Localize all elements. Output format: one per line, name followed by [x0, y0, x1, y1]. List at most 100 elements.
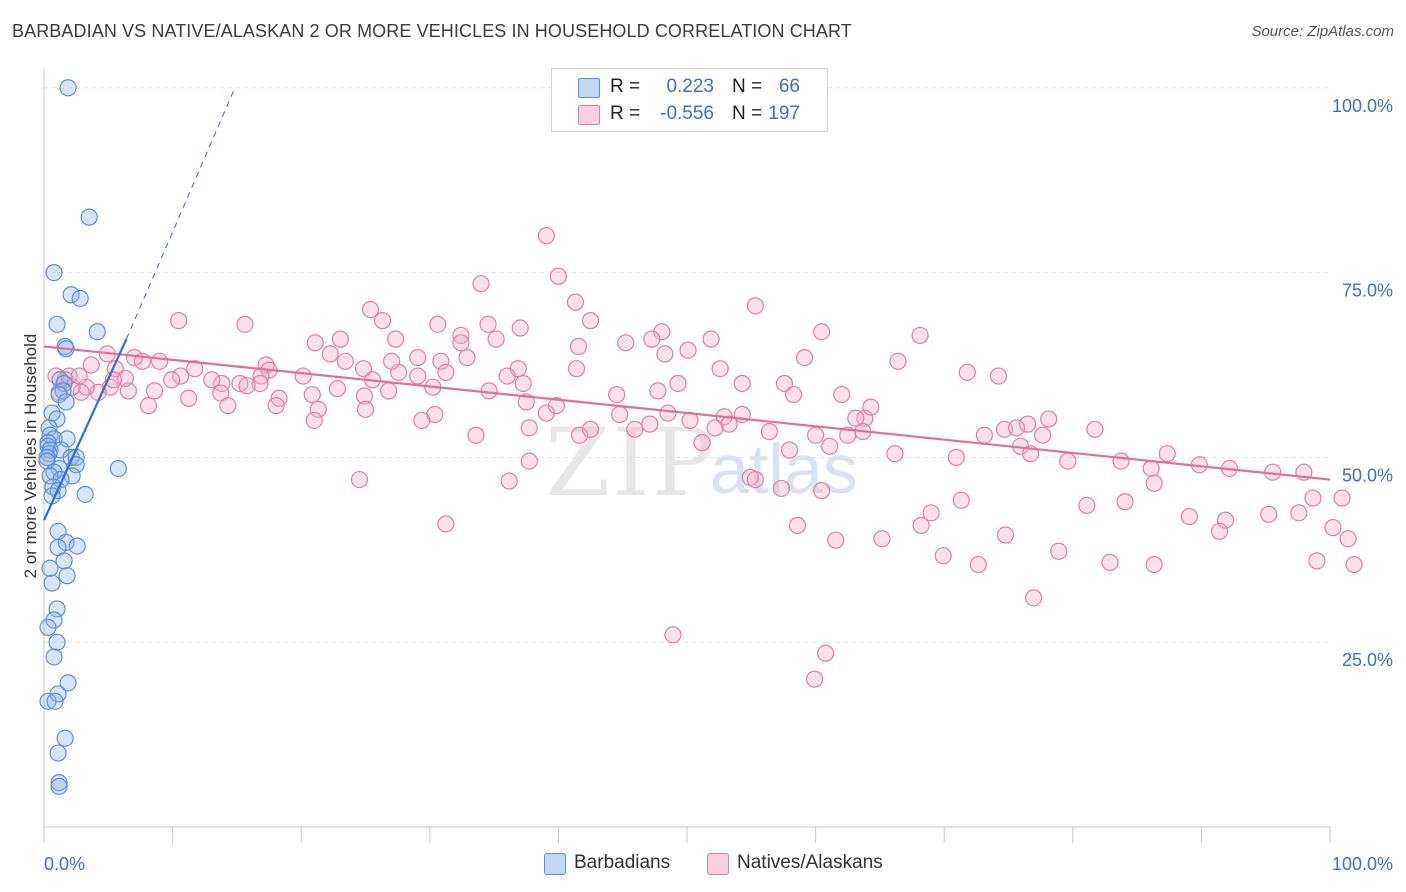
scatter-point	[520, 419, 538, 437]
scatter-point	[39, 618, 57, 637]
scatter-point	[934, 547, 952, 565]
scatter-point	[1308, 552, 1326, 570]
scatter-point	[59, 674, 77, 692]
watermark-atlas: atlas	[710, 430, 858, 508]
scatter-point	[1339, 530, 1357, 548]
scatter-point	[109, 459, 127, 478]
scatter-point	[1050, 542, 1068, 560]
scatter-point	[649, 382, 667, 400]
scatter-point	[817, 644, 835, 662]
scatter-point	[39, 692, 57, 710]
scatter-point	[429, 315, 447, 333]
scatter-point	[57, 393, 75, 411]
scatter-point	[772, 479, 791, 498]
scatter-point	[56, 729, 74, 747]
scatter-point	[303, 385, 321, 404]
scatter-point	[203, 371, 221, 389]
scatter-point	[643, 330, 661, 348]
scatter-point	[656, 345, 674, 363]
scatter-point	[608, 385, 626, 404]
scatter-point	[150, 352, 169, 370]
scatter-point	[380, 382, 398, 400]
scatter-point	[664, 626, 682, 644]
scatter-point	[49, 744, 67, 762]
scatter-point	[1059, 452, 1077, 470]
scatter-point	[706, 419, 724, 437]
scatter-point	[1260, 505, 1278, 523]
scatter-point	[813, 323, 831, 341]
scatter-point	[1112, 452, 1130, 470]
scatter-point	[336, 352, 355, 370]
natives-alaskans-trend-line	[43, 345, 1331, 481]
scatter-point	[693, 434, 711, 452]
scatter-point	[806, 426, 825, 444]
scatter-point	[71, 289, 89, 308]
scatter-point	[626, 420, 644, 438]
scatter-point	[356, 400, 375, 418]
scatter-point	[1007, 419, 1026, 437]
scatter-point	[912, 516, 930, 535]
legend-row-barbadians: R = 0.223 N = 66	[552, 73, 827, 101]
scatter-point	[458, 348, 476, 367]
scatter-point	[186, 360, 204, 378]
scatter-point	[50, 777, 68, 795]
scatter-point	[780, 441, 799, 459]
legend-n-label: N =	[732, 103, 763, 124]
x-tick-label: 100.0%	[1332, 854, 1393, 874]
legend-r-label: R =	[610, 103, 641, 124]
scatter-point	[309, 400, 327, 418]
scatter-point	[1304, 489, 1322, 507]
y-tick-label: 75.0%	[1342, 281, 1393, 301]
trend-lines	[42, 87, 1331, 521]
scatter-point	[452, 326, 470, 345]
scatter-point	[432, 352, 450, 370]
scatter-point	[989, 367, 1008, 385]
scatter-point	[43, 574, 61, 592]
scatter-point	[1210, 522, 1229, 540]
scatter-point	[321, 345, 339, 363]
scatter-point	[383, 352, 401, 370]
y-tick-label: 100.0%	[1332, 96, 1393, 116]
scatter-point	[45, 648, 63, 666]
scatter-point	[70, 367, 88, 385]
scatter-point	[267, 397, 285, 415]
scatter-point	[437, 363, 455, 381]
scatter-point	[1116, 493, 1134, 511]
scatter-point	[549, 267, 568, 285]
scatter-point	[833, 385, 851, 404]
scatter-point	[1145, 555, 1163, 574]
scatter-point	[669, 374, 687, 393]
scatter-point	[68, 537, 86, 555]
scatter-point	[480, 382, 498, 400]
scatter-point	[1018, 415, 1037, 433]
scatter-point	[952, 491, 970, 509]
scatter-point	[236, 315, 254, 333]
scatter-point	[498, 367, 516, 385]
scatter-point	[413, 411, 431, 430]
scatter-point	[231, 374, 249, 393]
scatter-point	[48, 315, 66, 333]
scatter-point	[1333, 489, 1351, 507]
scatter-point	[219, 397, 237, 415]
legend-swatch-pink	[578, 105, 600, 125]
scatter-point	[487, 330, 505, 348]
y-tick-label: 50.0%	[1342, 465, 1393, 485]
scatter-point	[58, 430, 76, 448]
correlation-legend: R = 0.223 N = 66 R = -0.556 N = 197	[551, 68, 828, 132]
scatter-point	[1040, 410, 1058, 428]
scatter-point	[813, 482, 831, 500]
scatter-point	[139, 397, 158, 415]
scatter-point	[76, 485, 94, 503]
scatter-point	[409, 367, 427, 385]
grid-lines	[44, 87, 1330, 643]
scatter-point	[1216, 511, 1235, 529]
legend-r-value: 0.223	[666, 76, 714, 97]
scatter-point	[886, 445, 904, 463]
legend-row-natives-alaskans: R = -0.556 N = 197	[552, 100, 827, 128]
scatter-point	[659, 404, 677, 422]
legend-r-value: -0.556	[660, 103, 714, 124]
scatter-point	[922, 504, 940, 522]
scatter-point	[570, 426, 589, 444]
x-tick-label: 0.0%	[44, 854, 85, 874]
